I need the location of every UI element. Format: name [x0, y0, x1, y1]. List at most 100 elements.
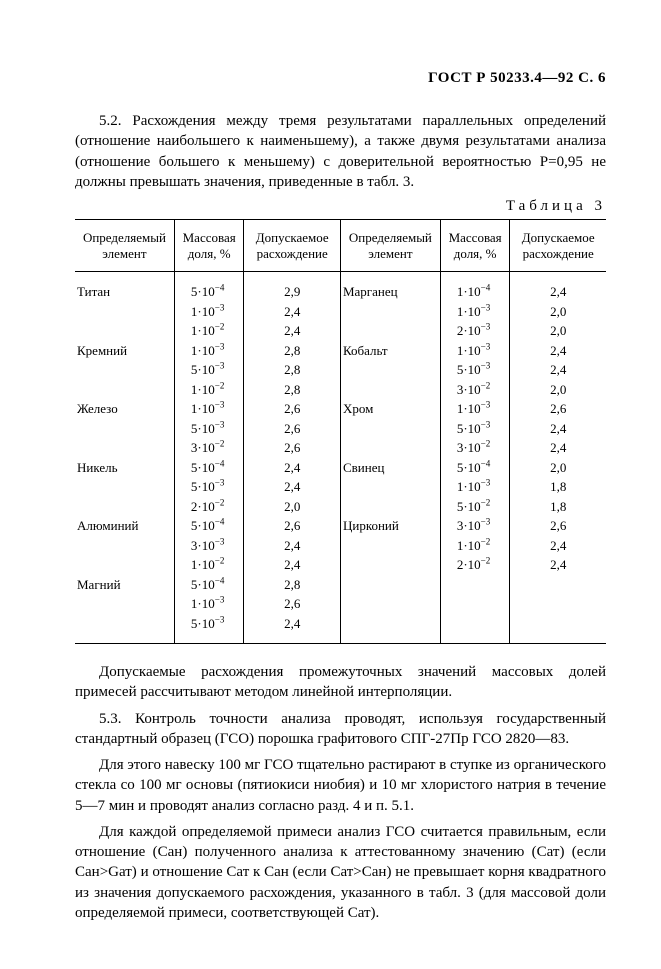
- table-row: 3·10−22,63·10−22,4: [75, 438, 606, 458]
- cell-mass: 3·10−3: [440, 516, 510, 536]
- cell-rac: 2,6: [510, 516, 606, 536]
- table-row: Кремний1·10−32,8Кобальт1·10−32,4: [75, 341, 606, 361]
- table-row: 1·10−32,6: [75, 594, 606, 614]
- cell-mass: 1·10−2: [174, 555, 244, 575]
- cell-element: [340, 497, 440, 517]
- cell-element: [75, 555, 174, 575]
- table-row: 1·10−22,42·10−22,4: [75, 555, 606, 575]
- cell-element: [340, 555, 440, 575]
- cell-element: Магний: [75, 575, 174, 595]
- cell-rac: 2,6: [244, 399, 341, 419]
- cell-rac: 2,0: [510, 458, 606, 478]
- cell-mass: 3·10−2: [440, 438, 510, 458]
- cell-element: [340, 594, 440, 614]
- table-row: Титан5·10−42,9Марганец1·10−42,4: [75, 272, 606, 302]
- cell-mass: 1·10−3: [440, 341, 510, 361]
- cell-mass: 5·10−3: [174, 360, 244, 380]
- cell-rac: 2,0: [510, 321, 606, 341]
- cell-element: [340, 614, 440, 644]
- cell-rac: 2,0: [510, 380, 606, 400]
- table-row: 5·10−32,65·10−32,4: [75, 419, 606, 439]
- cell-element: [340, 302, 440, 322]
- cell-mass: 5·10−3: [440, 360, 510, 380]
- cell-element: [340, 321, 440, 341]
- cell-rac: [510, 594, 606, 614]
- cell-rac: 2,6: [244, 594, 341, 614]
- paragraph-gso-prep: Для этого навеску 100 мг ГСО тщательно р…: [75, 755, 606, 816]
- cell-element: [340, 575, 440, 595]
- cell-rac: 2,4: [510, 536, 606, 556]
- cell-rac: [510, 575, 606, 595]
- cell-mass: 5·10−4: [174, 272, 244, 302]
- cell-rac: 2,4: [510, 272, 606, 302]
- cell-rac: 2,4: [244, 614, 341, 644]
- cell-element: [340, 380, 440, 400]
- table-row: Алюминий5·10−42,6Цирконий3·10−32,6: [75, 516, 606, 536]
- cell-rac: 2,8: [244, 341, 341, 361]
- cell-rac: 2,8: [244, 360, 341, 380]
- cell-element: [75, 614, 174, 644]
- table-row: 1·10−22,42·10−32,0: [75, 321, 606, 341]
- cell-mass: 1·10−3: [440, 302, 510, 322]
- cell-element: Свинец: [340, 458, 440, 478]
- cell-rac: 2,6: [244, 438, 341, 458]
- table-row: 2·10−22,05·10−21,8: [75, 497, 606, 517]
- cell-rac: 1,8: [510, 497, 606, 517]
- cell-rac: 2,4: [244, 302, 341, 322]
- paragraph-5-3: 5.3. Контроль точности анализа проводят,…: [75, 709, 606, 750]
- cell-element: [75, 594, 174, 614]
- cell-mass: [440, 614, 510, 644]
- cell-element: Кремний: [75, 341, 174, 361]
- cell-mass: 1·10−3: [174, 594, 244, 614]
- cell-element: [75, 360, 174, 380]
- table-3: Определяемый элемент Массовая доля, % До…: [75, 219, 606, 644]
- cell-rac: 2,0: [244, 497, 341, 517]
- cell-mass: 5·10−3: [440, 419, 510, 439]
- cell-element: [75, 477, 174, 497]
- cell-mass: 1·10−2: [174, 380, 244, 400]
- paragraph-interp: Допускаемые расхождения промежуточных зн…: [75, 662, 606, 703]
- cell-rac: 2,4: [510, 360, 606, 380]
- cell-mass: 1·10−2: [440, 536, 510, 556]
- cell-mass: [440, 575, 510, 595]
- table-row: 5·10−32,4: [75, 614, 606, 644]
- cell-element: [340, 419, 440, 439]
- cell-mass: 1·10−3: [174, 341, 244, 361]
- table-row: Железо1·10−32,6Хром1·10−32,6: [75, 399, 606, 419]
- cell-rac: [510, 614, 606, 644]
- table-row: 5·10−32,85·10−32,4: [75, 360, 606, 380]
- table-head: Определяемый элемент Массовая доля, % До…: [75, 220, 606, 272]
- table-caption: Таблица 3: [75, 198, 606, 215]
- th-rac-right: Допускаемое расхождение: [510, 220, 606, 272]
- cell-mass: 1·10−2: [174, 321, 244, 341]
- cell-mass: 1·10−3: [174, 399, 244, 419]
- cell-mass: 5·10−4: [174, 516, 244, 536]
- cell-element: [75, 302, 174, 322]
- cell-element: [75, 380, 174, 400]
- cell-rac: 2,4: [510, 438, 606, 458]
- cell-mass: 5·10−3: [174, 419, 244, 439]
- cell-rac: 2,4: [510, 555, 606, 575]
- cell-element: [75, 419, 174, 439]
- table-row: 1·10−32,41·10−32,0: [75, 302, 606, 322]
- cell-rac: 2,0: [510, 302, 606, 322]
- th-element-left: Определяемый элемент: [75, 220, 174, 272]
- cell-element: [75, 497, 174, 517]
- cell-mass: 5·10−3: [174, 614, 244, 644]
- cell-rac: 2,6: [244, 516, 341, 536]
- table-body: Титан5·10−42,9Марганец1·10−42,41·10−32,4…: [75, 272, 606, 644]
- table-row: 3·10−32,41·10−22,4: [75, 536, 606, 556]
- cell-mass: 1·10−3: [440, 477, 510, 497]
- cell-rac: 2,4: [244, 555, 341, 575]
- cell-mass: 2·10−2: [440, 555, 510, 575]
- cell-mass: 1·10−4: [440, 272, 510, 302]
- cell-rac: 2,6: [244, 419, 341, 439]
- th-element-right: Определяемый элемент: [340, 220, 440, 272]
- table-row: Магний5·10−42,8: [75, 575, 606, 595]
- cell-element: Марганец: [340, 272, 440, 302]
- paragraph-5-2: 5.2. Расхождения между тремя результатам…: [75, 111, 606, 192]
- cell-element: Алюминий: [75, 516, 174, 536]
- cell-element: [340, 477, 440, 497]
- th-mass-right: Массовая доля, %: [440, 220, 510, 272]
- th-rac-left: Допускаемое расхождение: [244, 220, 341, 272]
